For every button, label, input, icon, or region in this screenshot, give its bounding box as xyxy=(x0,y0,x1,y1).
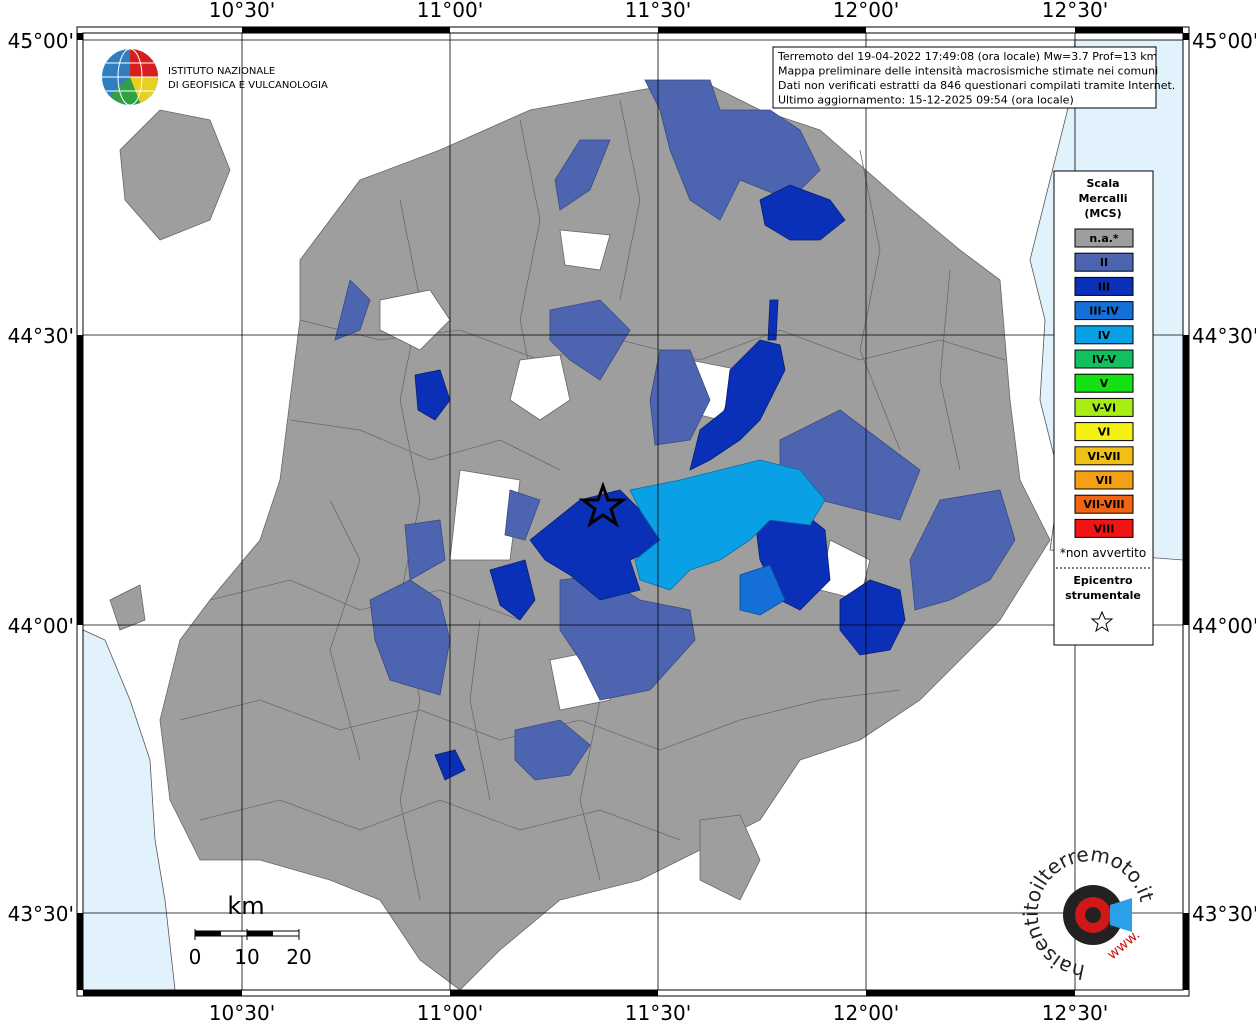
lon-label: 11°30' xyxy=(625,0,691,22)
scale-label: 20 xyxy=(286,945,311,969)
epicenter xyxy=(578,481,628,528)
lon-label: 12°00' xyxy=(833,0,899,22)
legend-label: II xyxy=(1100,256,1108,269)
legend-star xyxy=(1090,610,1114,633)
lon-label: 10°30' xyxy=(209,1001,275,1024)
lon-label: 12°30' xyxy=(1042,0,1108,22)
legend-swatch xyxy=(1074,518,1134,538)
legend: ScalaMercalli(MCS)n.a.*IIIIIIII-IVIVIV-V… xyxy=(1056,177,1151,633)
legend-swatch xyxy=(1074,373,1134,393)
legend-swatch xyxy=(1074,446,1134,466)
logo-line: ISTITUTO NAZIONALE xyxy=(168,66,275,77)
legend-label: III xyxy=(1098,280,1110,293)
lon-label: 12°00' xyxy=(833,1001,899,1024)
legend-label: VIII xyxy=(1094,522,1115,535)
sea xyxy=(82,629,176,991)
lon-label: 10°30' xyxy=(209,0,275,22)
ingv-logo: ISTITUTO NAZIONALE DI GEOFISICA E VULCAN… xyxy=(102,48,328,106)
legend-swatch xyxy=(1074,422,1134,442)
legend-swatch xyxy=(1074,325,1134,345)
legend-label: IV-V xyxy=(1092,353,1117,366)
legend-title: Scala xyxy=(1086,177,1119,190)
info-line: Terremoto del 19-04-2022 17:49:08 (ora l… xyxy=(777,50,1157,63)
legend-label: VI-VII xyxy=(1087,450,1120,463)
scale-bar: km 0 10 20 xyxy=(189,892,312,969)
lon-label: 11°30' xyxy=(625,1001,691,1024)
intensity-iv xyxy=(629,459,826,591)
intensity-iii-iv xyxy=(739,564,786,616)
legend-label: III-IV xyxy=(1089,305,1119,318)
lat-label: 44°00' xyxy=(8,614,74,638)
intensity-ii xyxy=(334,79,1016,781)
lat-label: 43°30' xyxy=(1192,902,1256,926)
legend-epicenter-title: strumentale xyxy=(1065,589,1141,602)
legend-swatch xyxy=(1074,228,1134,248)
legend-label: VI xyxy=(1098,426,1111,439)
lat-label: 44°30' xyxy=(8,324,74,348)
info-line: Mappa preliminare delle intensità macros… xyxy=(778,65,1158,78)
legend-epicenter-title: Epicentro xyxy=(1073,574,1133,587)
legend-swatch xyxy=(1074,397,1134,417)
legend-swatch xyxy=(1074,301,1134,321)
scale-label: 10 xyxy=(234,945,259,969)
legend-label: V-VI xyxy=(1092,401,1116,414)
lat-label: 44°30' xyxy=(1192,324,1256,348)
lon-label: 11°00' xyxy=(417,1001,483,1024)
lon-label: 11°00' xyxy=(417,0,483,22)
scale-unit: km xyxy=(227,892,264,920)
legend-label: V xyxy=(1100,377,1109,390)
legend-swatch xyxy=(1074,470,1134,490)
frame xyxy=(76,26,1190,997)
legend-note: *non avvertito xyxy=(1060,546,1146,560)
lat-label: 43°30' xyxy=(8,902,74,926)
legend-title: Mercalli xyxy=(1078,192,1127,205)
scale-label: 0 xyxy=(189,945,202,969)
legend-label: VII xyxy=(1096,474,1113,487)
logo-line: DI GEOFISICA E VULCANOLOGIA xyxy=(168,80,328,91)
coordinate-labels: 10°30' 11°00' 11°30' 12°00' 12°30' 10°30' 11°0… xyxy=(8,0,1256,1024)
legend-swatch xyxy=(1074,276,1134,296)
info-line: Ultimo aggiornamento: 15-12-2025 09:54 (… xyxy=(778,94,1074,107)
lat-label: 44°00' xyxy=(1192,614,1256,638)
legend-label: n.a.* xyxy=(1089,232,1119,245)
info-lines: Terremoto del 19-04-2022 17:49:08 (ora l… xyxy=(777,50,1175,107)
legend-label: IV xyxy=(1098,329,1111,342)
info-box xyxy=(772,46,1157,109)
legend-label: VII-VIII xyxy=(1083,498,1124,511)
legend-swatch xyxy=(1074,349,1134,369)
lon-label: 12°30' xyxy=(1042,1001,1108,1024)
lat-label: 45°00' xyxy=(8,29,74,53)
legend-title: (MCS) xyxy=(1084,207,1121,220)
legend-swatch xyxy=(1074,494,1134,514)
lat-label: 45°00' xyxy=(1192,29,1256,53)
legend-swatch xyxy=(1074,252,1134,272)
info-line: Dati non verificati estratti da 846 ques… xyxy=(778,79,1175,92)
